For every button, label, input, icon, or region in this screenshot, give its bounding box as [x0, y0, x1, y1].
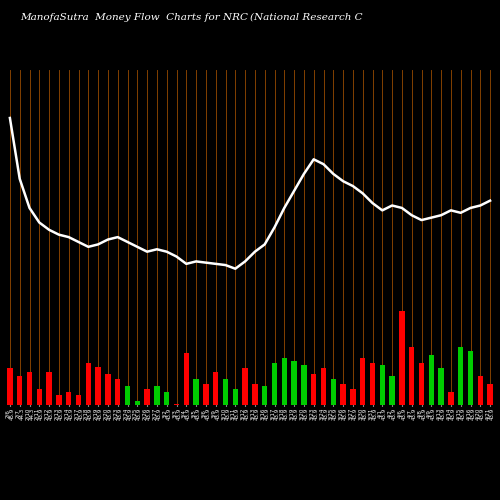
Bar	[350, 390, 356, 405]
Bar	[370, 363, 375, 405]
Bar	[428, 355, 434, 405]
Bar	[164, 392, 170, 405]
Bar	[194, 379, 199, 405]
Bar	[174, 404, 179, 405]
Bar	[46, 372, 52, 405]
Bar	[438, 368, 444, 405]
Bar	[409, 348, 414, 405]
Bar	[242, 368, 248, 405]
Bar	[330, 379, 336, 405]
Bar	[458, 348, 464, 405]
Bar	[399, 311, 404, 405]
Bar	[7, 368, 12, 405]
Text: (National Research C: (National Research C	[250, 12, 362, 22]
Bar	[125, 386, 130, 405]
Bar	[134, 401, 140, 405]
Bar	[311, 374, 316, 405]
Bar	[66, 392, 71, 405]
Bar	[340, 384, 346, 405]
Bar	[86, 363, 91, 405]
Bar	[184, 352, 189, 405]
Bar	[213, 372, 218, 405]
Bar	[282, 358, 287, 405]
Bar	[105, 374, 110, 405]
Bar	[360, 358, 366, 405]
Bar	[203, 384, 208, 405]
Bar	[478, 376, 483, 405]
Bar	[321, 368, 326, 405]
Bar	[232, 390, 238, 405]
Bar	[390, 376, 395, 405]
Bar	[301, 365, 306, 405]
Bar	[154, 386, 160, 405]
Bar	[27, 372, 32, 405]
Bar	[488, 384, 493, 405]
Bar	[262, 386, 268, 405]
Bar	[17, 376, 22, 405]
Bar	[144, 390, 150, 405]
Bar	[252, 384, 258, 405]
Bar	[419, 363, 424, 405]
Bar	[468, 350, 473, 405]
Bar	[36, 390, 42, 405]
Bar	[448, 392, 454, 405]
Bar	[223, 379, 228, 405]
Bar	[76, 394, 81, 405]
Bar	[96, 368, 101, 405]
Bar	[380, 365, 385, 405]
Bar	[56, 394, 62, 405]
Text: ManofaSutra  Money Flow  Charts for NRC: ManofaSutra Money Flow Charts for NRC	[20, 12, 248, 22]
Bar	[292, 361, 297, 405]
Bar	[272, 363, 277, 405]
Bar	[115, 379, 120, 405]
